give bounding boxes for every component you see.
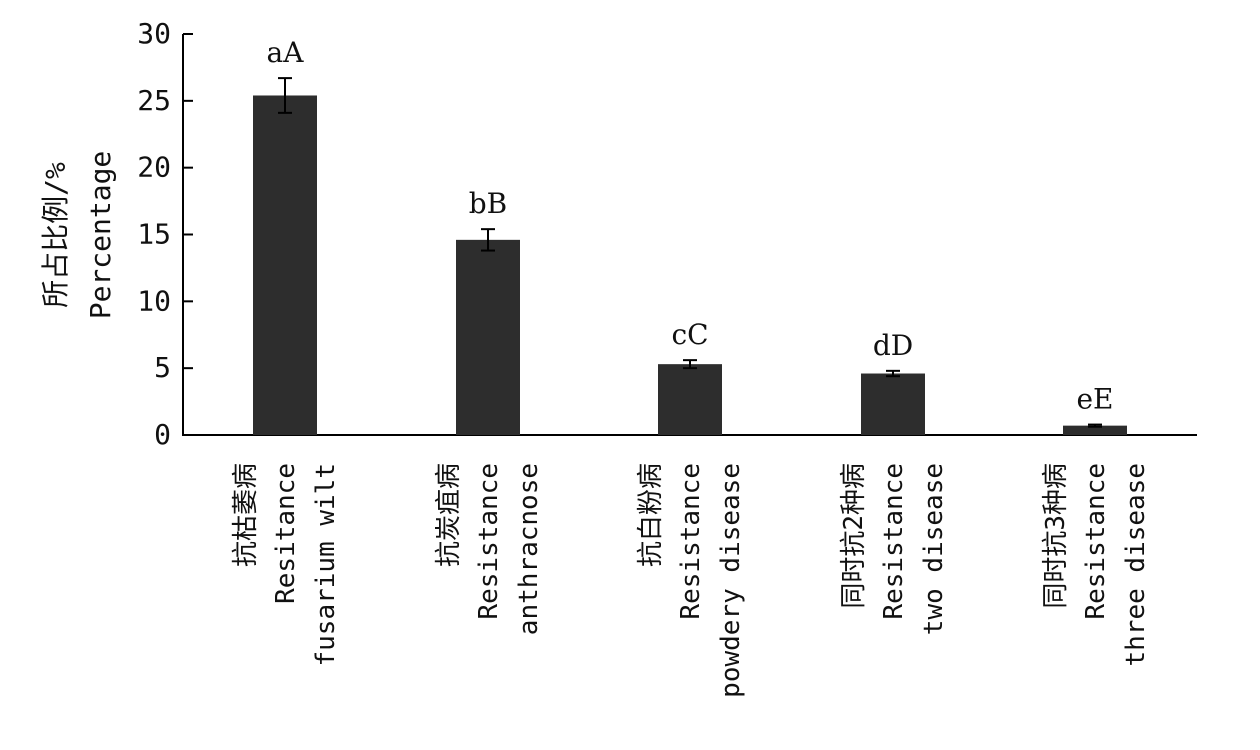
category-label-line: three disease [1121, 463, 1151, 667]
category-label: 抗炭疽病 Resistance anthracnose [434, 463, 544, 635]
bar [861, 373, 925, 435]
error-bar [683, 359, 697, 370]
bar [456, 239, 520, 435]
category-label-line: powdery disease [716, 463, 746, 698]
y-tick-label: 20 [137, 151, 171, 184]
bar [658, 364, 722, 435]
error-bar [886, 369, 900, 378]
category-label-line: 同时抗2种病 [839, 463, 869, 609]
category-label-line: two disease [919, 463, 949, 635]
bars [253, 95, 1127, 435]
y-tick-label: 30 [137, 17, 171, 50]
y-tick-label: 15 [137, 218, 171, 251]
category-label-line: Resistance [676, 463, 706, 620]
y-axis-ticks: 0 5 10 15 20 25 30 [137, 17, 193, 451]
error-bar [278, 77, 292, 114]
significance-label: dD [873, 329, 913, 362]
category-label: 同时抗3种病 Resistance three disease [1041, 463, 1151, 667]
y-tick-label: 10 [137, 284, 171, 317]
significance-labels: aA bB cC dD eE [267, 36, 1114, 415]
y-axis-label: 所占比例/% Percentage [39, 151, 117, 320]
category-label-line: Resistance [1081, 463, 1111, 620]
y-axis-label-line-1: 所占比例/% [39, 162, 72, 308]
category-label-line: Resistance [879, 463, 909, 620]
category-labels: 抗枯萎病 Resitance fusarium wilt 抗炭疽病 Resistance… [231, 463, 1151, 698]
error-bar [481, 228, 495, 252]
category-label-line: anthracnose [514, 463, 544, 635]
category-label-line: 抗炭疽病 [434, 463, 464, 567]
bar [1063, 425, 1127, 435]
category-label: 抗枯萎病 Resitance fusarium wilt [231, 463, 341, 667]
category-label-line: Resitance [271, 463, 301, 604]
y-tick-label: 25 [137, 84, 171, 117]
y-tick-label: 5 [154, 351, 171, 384]
significance-label: cC [671, 318, 708, 351]
significance-label: aA [267, 36, 305, 69]
category-label-line: fusarium wilt [311, 463, 341, 667]
category-label-line: 抗白粉病 [636, 463, 666, 567]
bar [253, 95, 317, 435]
category-label-line: 抗枯萎病 [231, 463, 261, 567]
significance-label: bB [469, 187, 508, 220]
y-axis-label-line-2: Percentage [84, 151, 117, 320]
error-bar [1088, 423, 1102, 428]
significance-label: eE [1076, 383, 1113, 416]
y-tick-label: 0 [154, 418, 171, 451]
category-label: 同时抗2种病 Resistance two disease [839, 463, 949, 635]
category-label-line: 同时抗3种病 [1041, 463, 1071, 609]
category-label: 抗白粉病 Resistance powdery disease [636, 463, 746, 698]
category-label-line: Resistance [474, 463, 504, 620]
error-bars [278, 77, 1102, 428]
